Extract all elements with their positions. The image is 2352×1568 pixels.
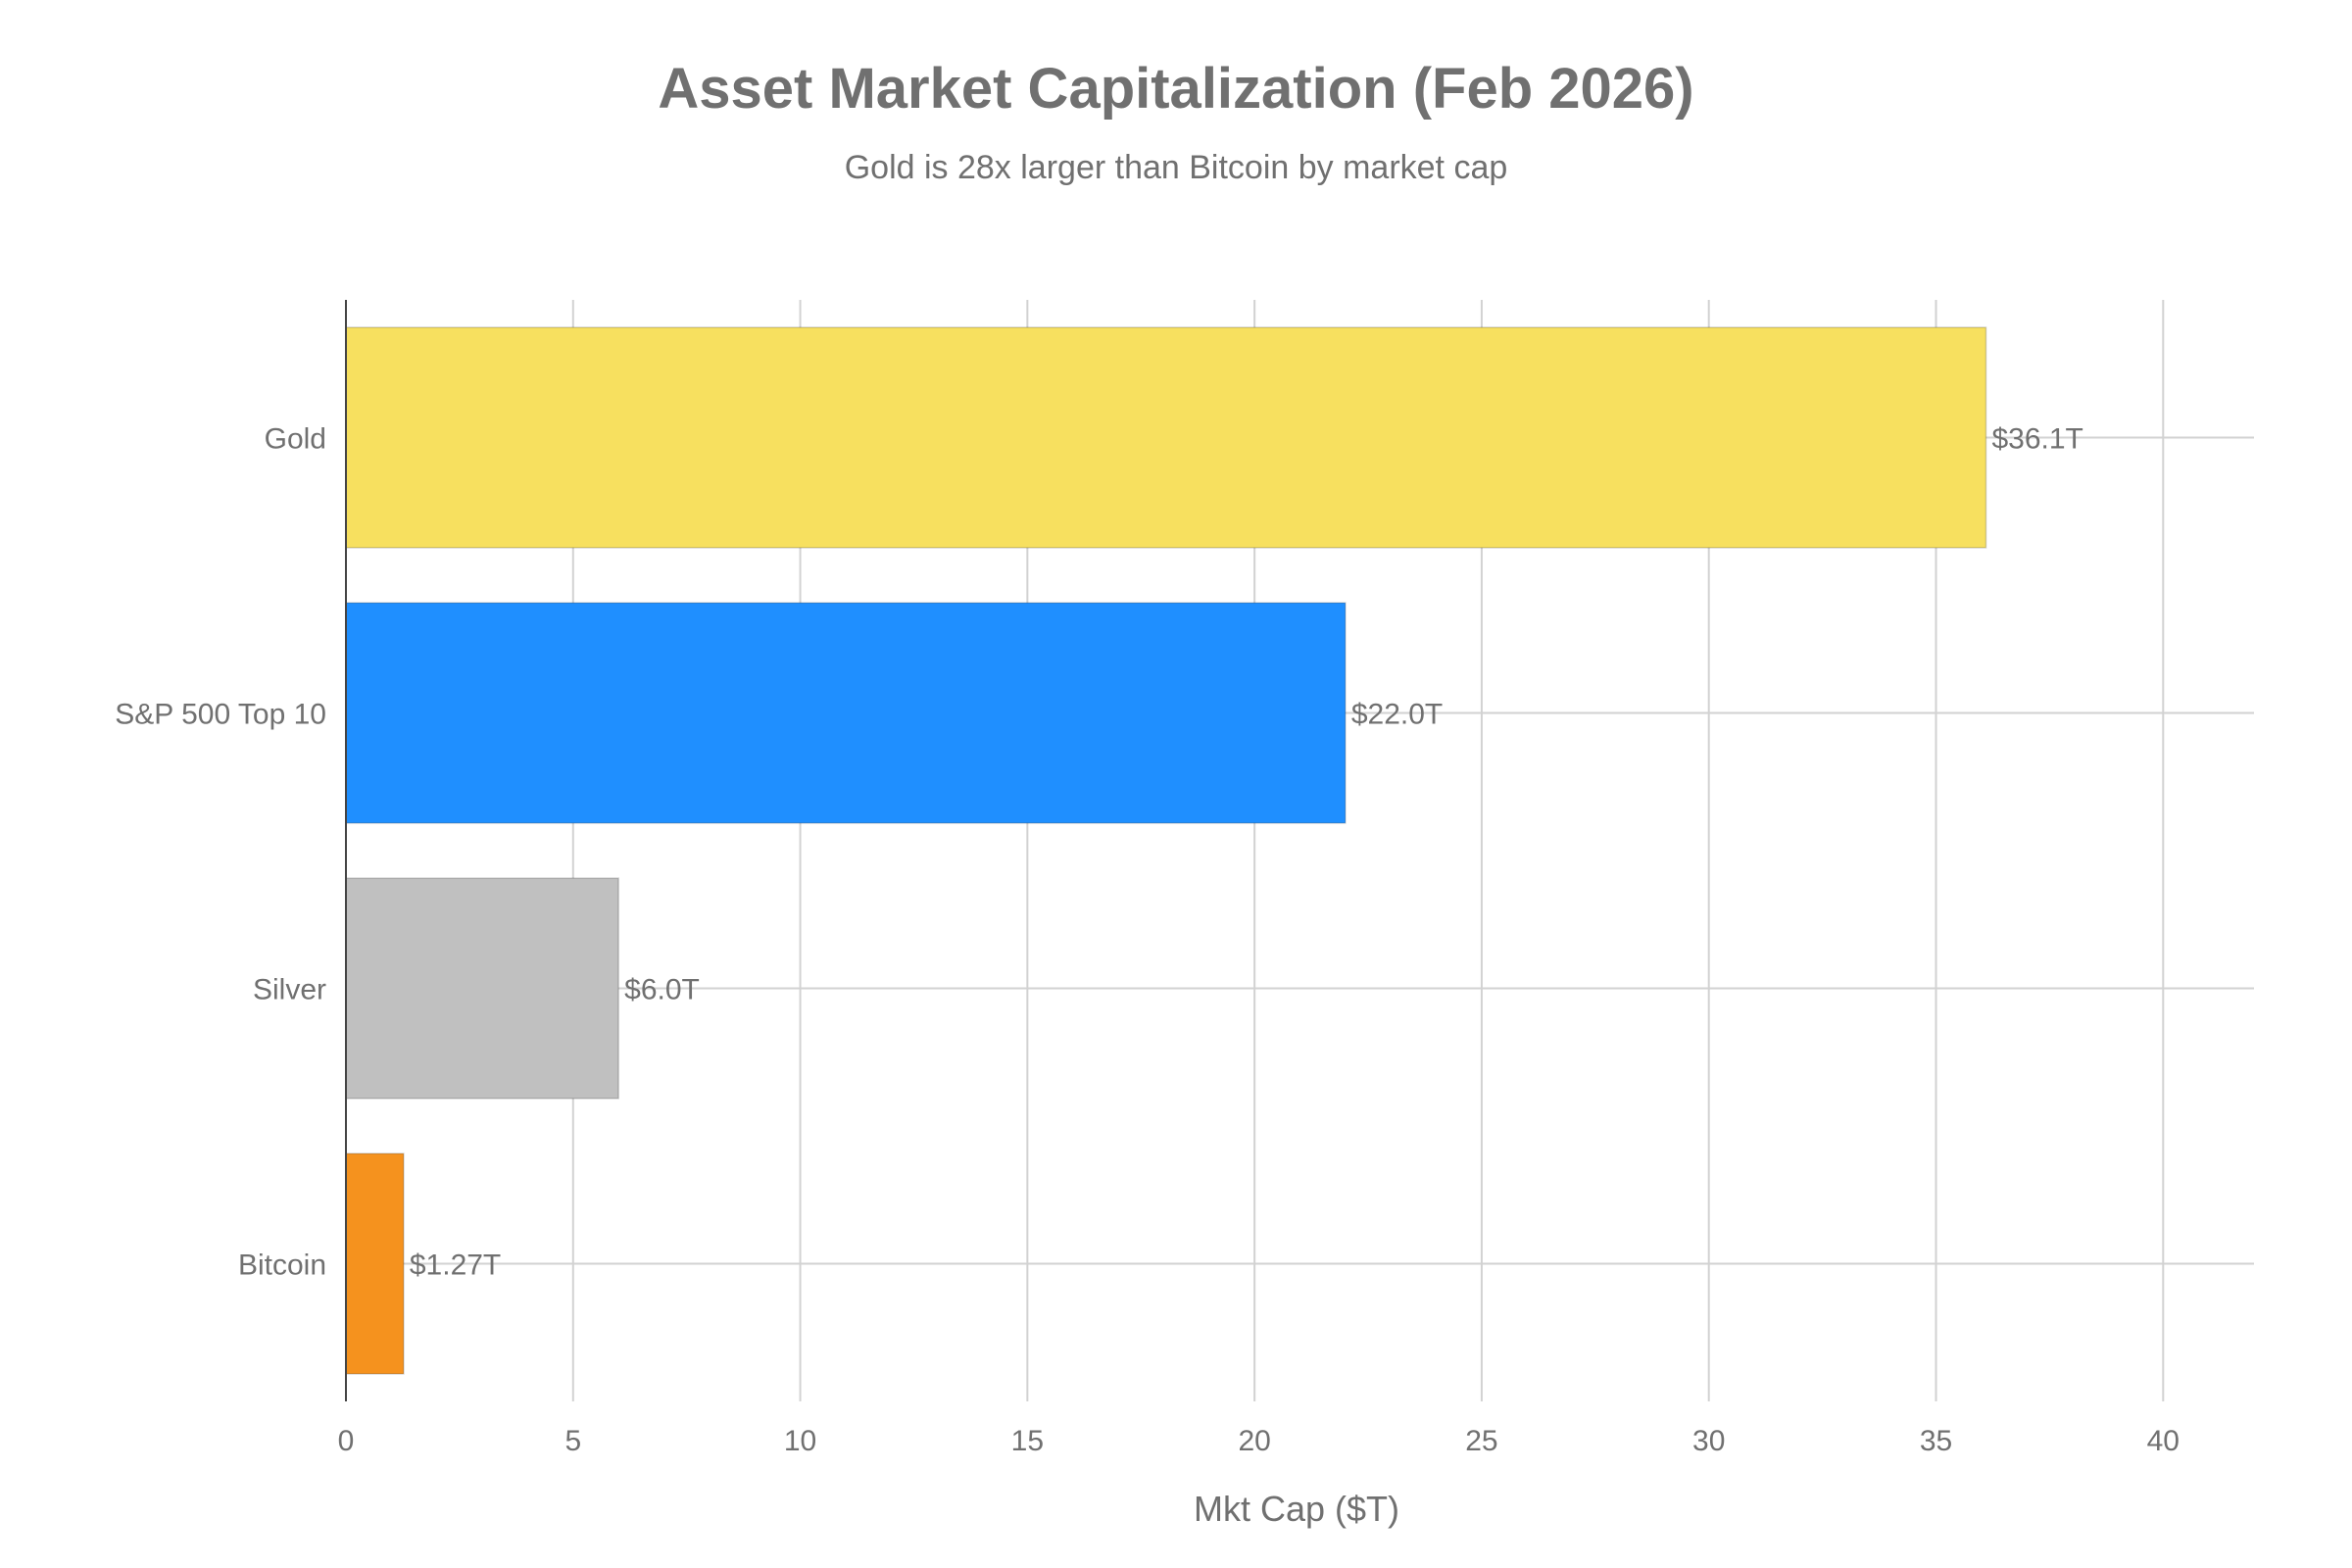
data-label: $6.0T [624,974,700,1006]
data-label: $1.27T [410,1250,501,1282]
x-tick-label: 35 [1920,1425,1952,1457]
x-tick-label: 20 [1238,1425,1270,1457]
y-tick-label: Bitcoin [238,1250,326,1282]
y-tick-label: S&P 500 Top 10 [115,699,326,731]
x-axis-title: Mkt Cap ($T) [1194,1489,1399,1529]
bars [345,326,1987,1375]
x-tick-label: 30 [1692,1425,1725,1457]
x-tick-label: 5 [564,1425,581,1457]
y-grid-lines [346,436,2254,1265]
data-label: $22.0T [1351,699,1443,731]
bar-bitcoin [345,1152,405,1375]
data-label: $36.1T [1991,423,2082,456]
bar-silver [345,877,619,1100]
chart-subtitle: Gold is 28x larger than Bitcoin by marke… [845,149,1508,186]
x-tick-label: 15 [1011,1425,1044,1457]
x-tick-label: 10 [784,1425,816,1457]
bar-gold [345,326,1987,549]
bar-s-p-500-top-10 [345,602,1347,824]
y-tick-label: Silver [253,974,326,1006]
y-tick-labels: Gold S&P 500 Top 10 Silver Bitcoin [115,423,326,1282]
x-tick-labels: 0 5 10 15 20 25 30 35 40 [338,1425,2180,1457]
x-tick-label: 0 [338,1425,355,1457]
x-tick-label: 40 [2147,1425,2180,1457]
data-labels: $36.1T $22.0T $6.0T $1.27T [410,423,2083,1282]
x-tick-label: 25 [1465,1425,1497,1457]
y-tick-label: Gold [265,423,326,456]
chart-title: Asset Market Capitalization (Feb 2026) [658,57,1693,121]
